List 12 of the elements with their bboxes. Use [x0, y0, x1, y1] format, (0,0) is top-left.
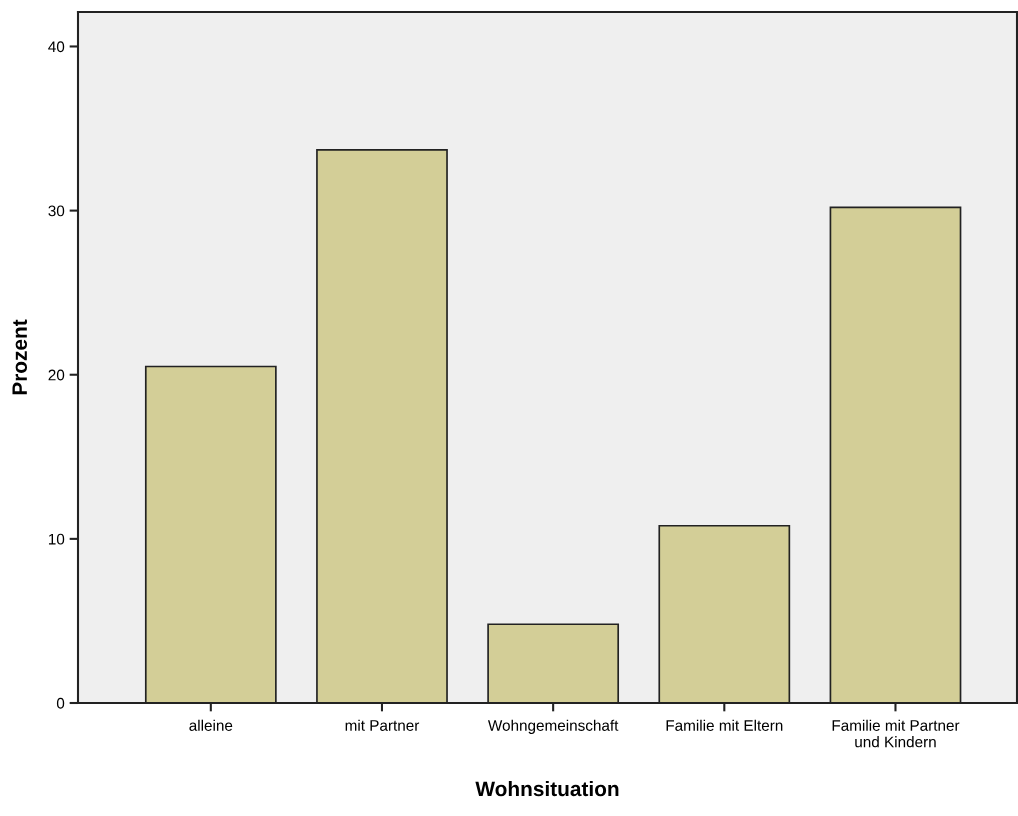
x-tick-label: Familie mit Partner und Kindern	[832, 719, 960, 748]
y-tick-label: 10	[48, 533, 65, 545]
y-tick-label: 0	[56, 697, 65, 709]
y-axis-title: Prozent	[12, 319, 28, 395]
x-tick-label: mit Partner	[345, 719, 420, 731]
y-tick-label: 30	[48, 205, 65, 217]
x-axis-title: Wohnsituation	[475, 780, 619, 797]
y-tick-label: 40	[48, 41, 65, 53]
x-tick-label: Wohngemeinschaft	[487, 719, 619, 734]
x-tick-label: Familie mit Eltern	[666, 719, 783, 731]
x-tick-label: alleine	[189, 719, 233, 731]
y-tick-label: 20	[48, 369, 65, 381]
